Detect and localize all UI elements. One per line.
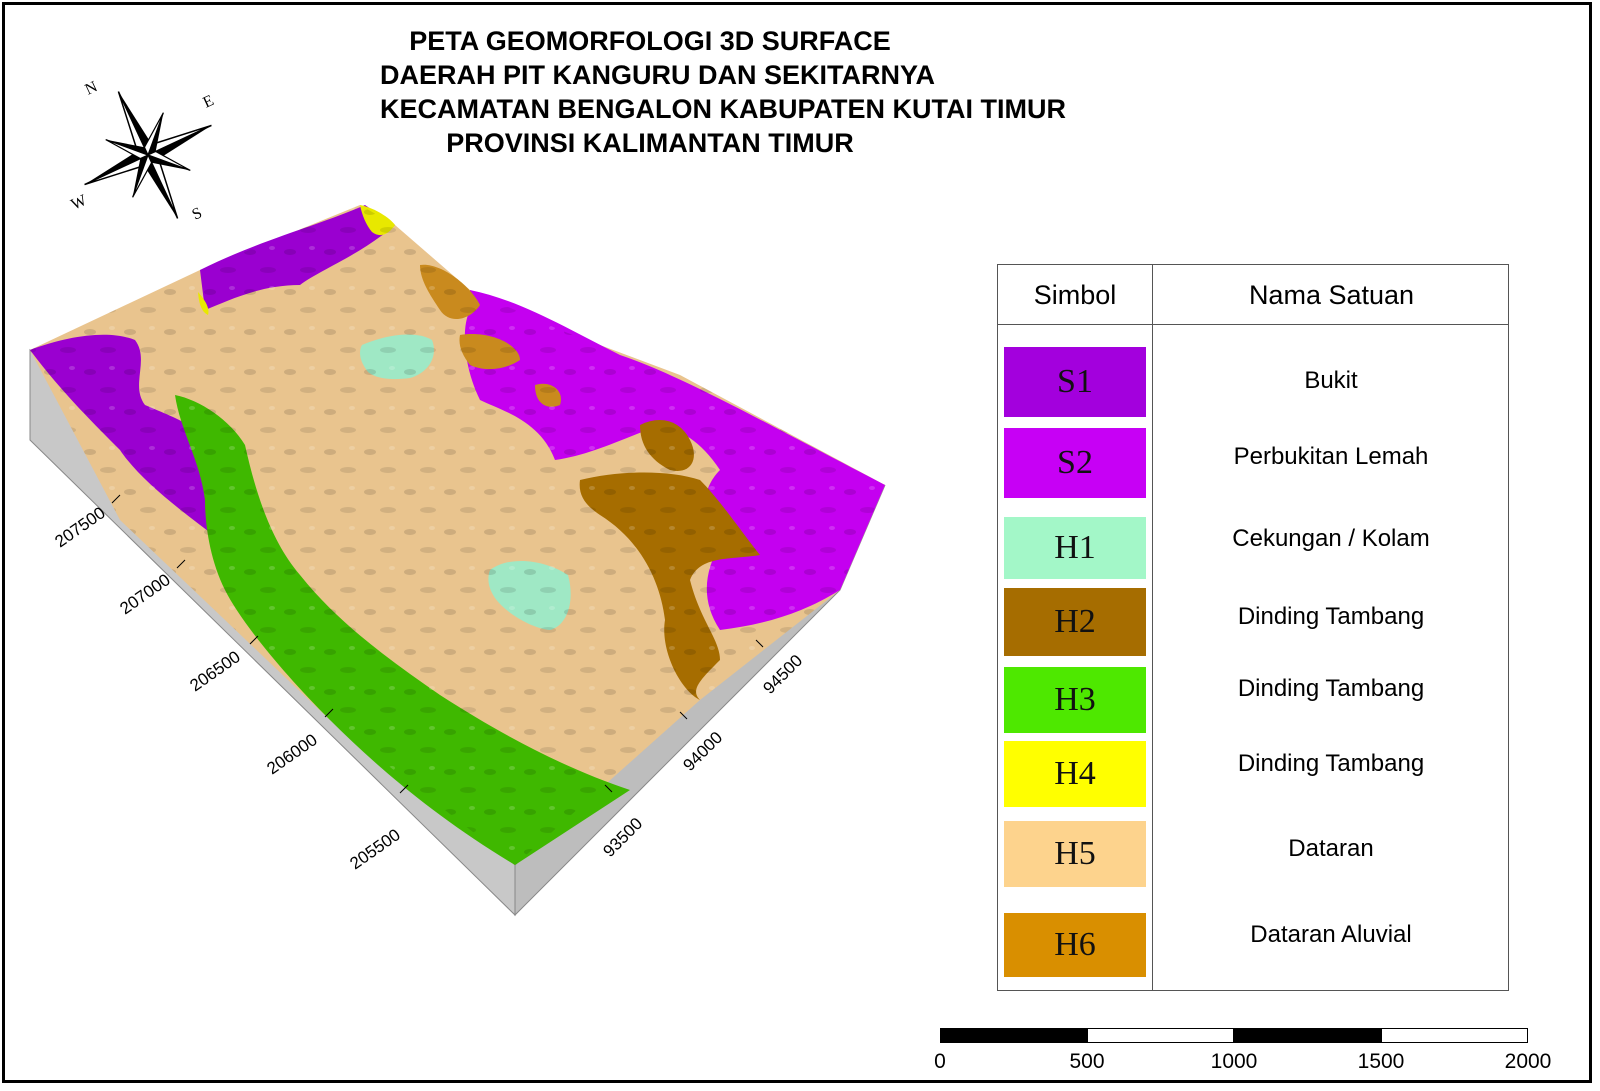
legend-table: Simbol Nama Satuan S1 Bukit S2 Perbukita… [997, 264, 1509, 991]
axis-left-label-5: 205500 [346, 825, 403, 873]
legend-name-h6: Dataran Aluvial [1250, 921, 1412, 948]
axis-left-label-3: 206500 [186, 647, 243, 695]
legend-name-s1: Bukit [1304, 367, 1358, 394]
scale-segment-4 [1381, 1028, 1528, 1043]
compass-rose-icon: N E S W [69, 80, 217, 224]
legend-name-h4: Dinding Tambang [1237, 750, 1425, 777]
legend-swatch-h1: H1 [1004, 517, 1146, 579]
legend-header-symbol: Simbol [1033, 280, 1117, 310]
scale-label-2000: 2000 [1504, 1050, 1552, 1073]
legend-swatch-s2: S2 [1004, 428, 1146, 498]
scale-label-500: 500 [1069, 1050, 1105, 1073]
scale-segment-2 [1087, 1028, 1234, 1043]
title-line-2: DAERAH PIT KANGURU DAN SEKITARNYA [380, 60, 936, 90]
legend-name-h2: Dinding Tambang [1237, 603, 1425, 630]
legend-swatch-h3: H3 [1004, 667, 1146, 733]
legend-swatch-h4: H4 [1004, 741, 1146, 807]
scale-label-1000: 1000 [1210, 1050, 1258, 1073]
legend-name-h1: Cekungan / Kolam [1232, 525, 1430, 552]
legend-swatch-h5: H5 [1004, 821, 1146, 887]
legend-name-h5: Dataran [1288, 835, 1374, 862]
title-line-1: PETA GEOMORFOLOGI 3D SURFACE [409, 26, 891, 56]
scale-label-0: 0 [934, 1050, 946, 1073]
scale-segment-1 [940, 1028, 1087, 1043]
legend-name-h3: Dinding Tambang [1237, 675, 1425, 702]
geomorphology-3d-surface: 207500 207000 206500 206000 205500 93500… [29, 205, 886, 917]
title-line-4: PROVINSI KALIMANTAN TIMUR [446, 128, 854, 158]
legend-swatch-h6: H6 [1004, 913, 1146, 977]
scale-label-1500: 1500 [1357, 1050, 1405, 1073]
axis-left-label-4: 206000 [263, 730, 320, 778]
relief-shading [30, 205, 885, 865]
legend-header-name: Nama Satuan [1248, 280, 1415, 310]
legend-swatch-h2: H2 [1004, 588, 1146, 656]
legend-header-divider [998, 324, 1508, 325]
axis-left-label-1: 207500 [51, 503, 108, 551]
axis-left-label-2: 207000 [116, 570, 173, 618]
legend-swatch-s1: S1 [1004, 347, 1146, 417]
scale-segment-3 [1234, 1028, 1381, 1043]
legend-name-s2: Perbukitan Lemah [1233, 443, 1429, 470]
legend-column-divider [1152, 265, 1153, 990]
